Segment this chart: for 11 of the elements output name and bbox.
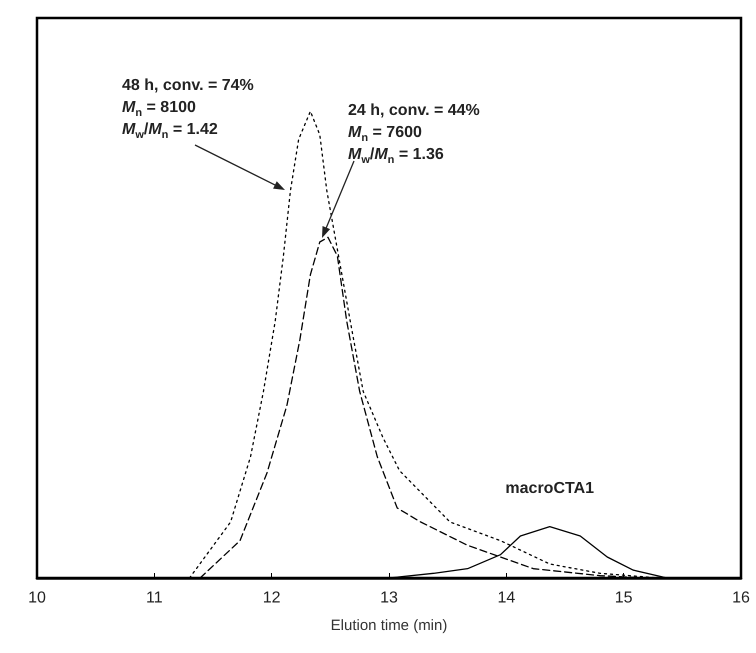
text: macroCTA1 (505, 480, 594, 498)
x-tick-label: 10 (28, 590, 46, 606)
x-tick-label: 14 (497, 590, 516, 606)
x-tick-label: 11 (146, 590, 163, 606)
x-tick-label: 16 (732, 590, 750, 606)
text: 24 h, conv. = 44% M$_{n}$ = 7600 M$_{w}$/M$_{n}$ = 1.36 (348, 102, 480, 166)
text: 48 h, conv. = 74% M$_{n}$ = 8100 M$_{w}$/M$_{n}$ = 1.42 (122, 77, 254, 142)
x-tick-label: 12 (262, 590, 281, 606)
x-axis-title: Elution time (min) (330, 617, 448, 634)
x-tick-label: 15 (614, 590, 633, 606)
x-tick-label: 13 (380, 590, 398, 606)
